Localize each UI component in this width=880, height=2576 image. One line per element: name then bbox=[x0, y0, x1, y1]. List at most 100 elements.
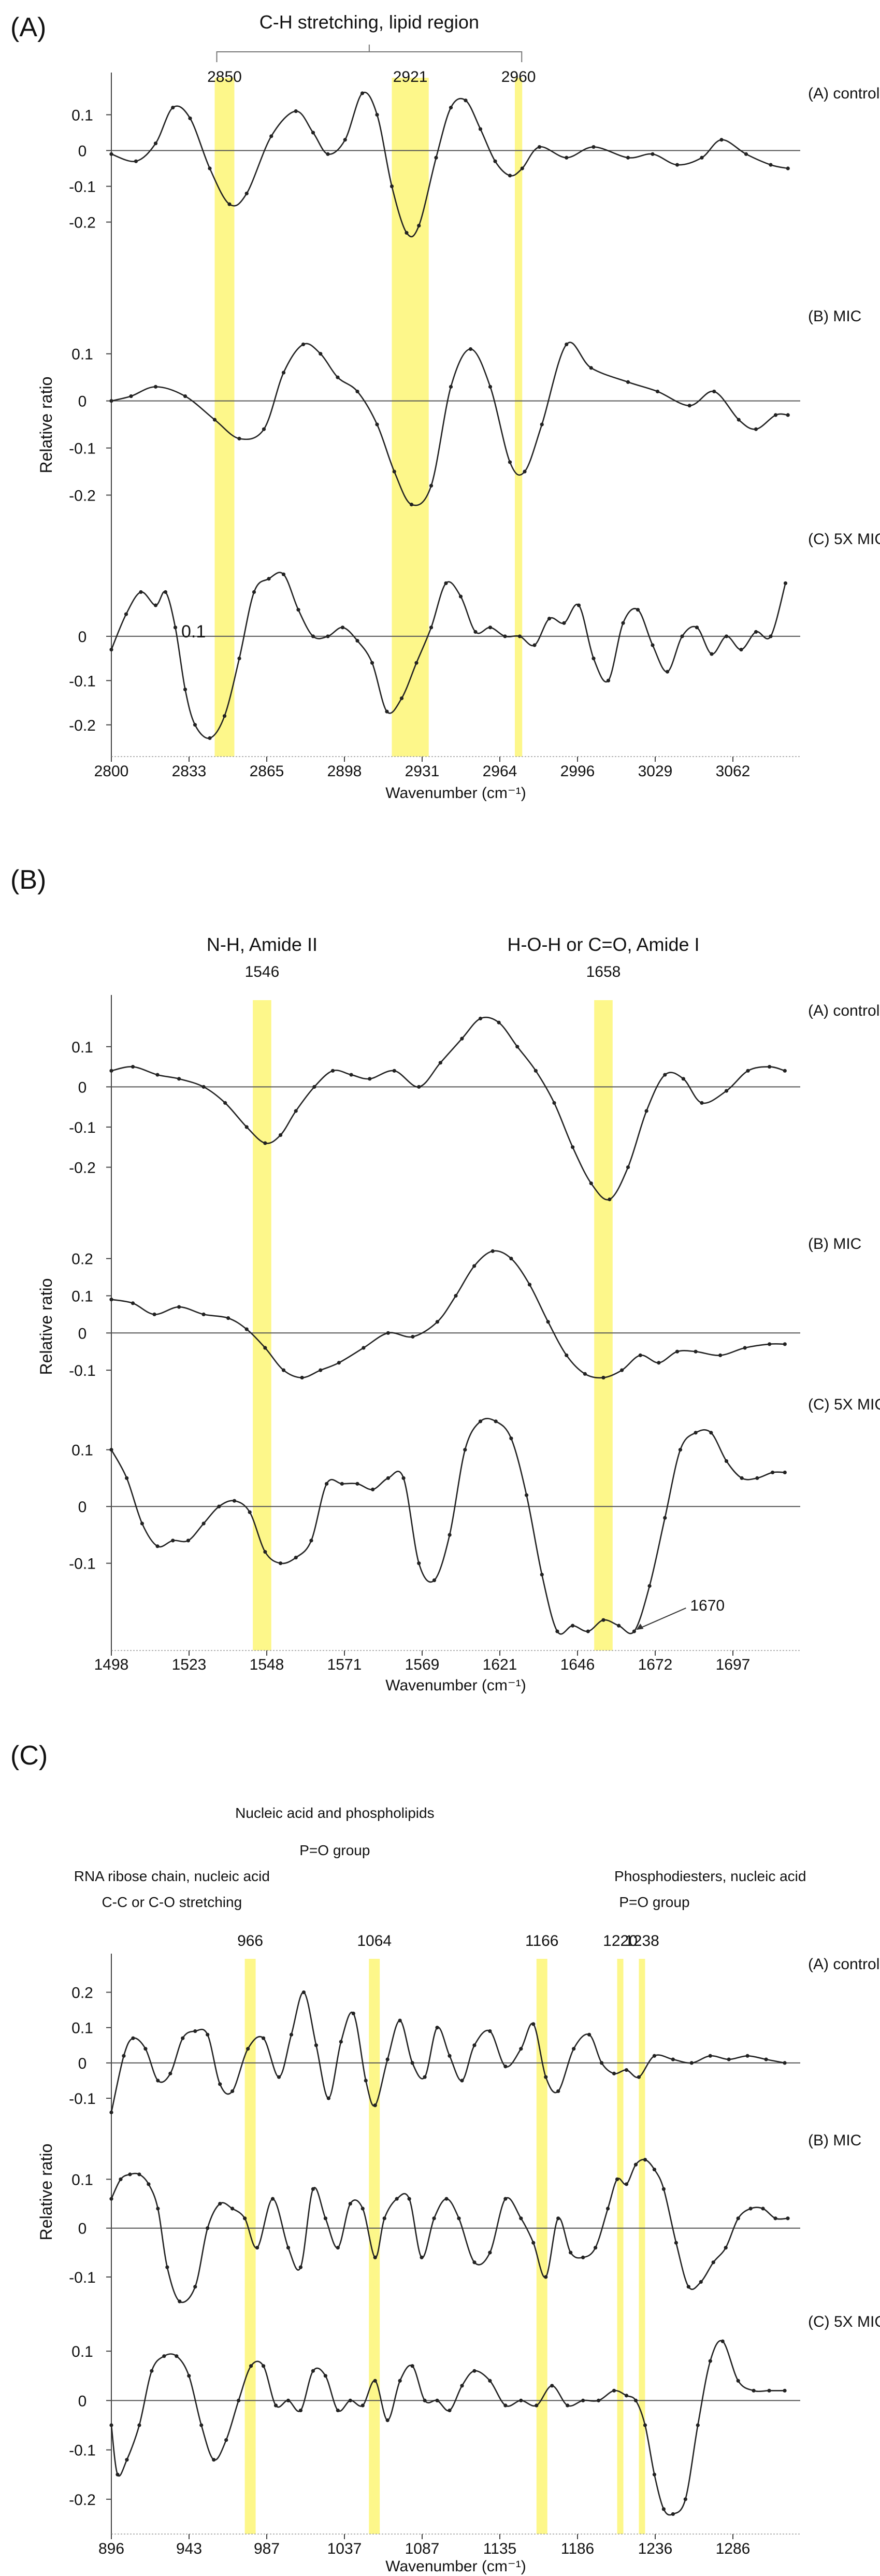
data-point bbox=[488, 625, 493, 630]
data-point bbox=[371, 1487, 375, 1491]
data-point bbox=[746, 1069, 750, 1073]
data-point bbox=[593, 2245, 598, 2250]
data-point bbox=[168, 2071, 172, 2075]
data-point bbox=[171, 1539, 175, 1543]
data-point bbox=[362, 1346, 366, 1350]
data-point bbox=[156, 2207, 160, 2211]
data-point bbox=[724, 2245, 728, 2250]
data-point bbox=[783, 1342, 787, 1346]
data-point bbox=[686, 2285, 690, 2289]
data-point bbox=[572, 2047, 576, 2051]
data-point bbox=[175, 2354, 179, 2358]
data-point bbox=[671, 2512, 675, 2516]
data-point bbox=[244, 191, 249, 195]
series-3: 0 -0.1 -0.2 (C) 5X MIC bbox=[69, 531, 880, 740]
data-point bbox=[434, 155, 438, 160]
y-tick-label: -0.1 bbox=[69, 2269, 96, 2286]
data-point bbox=[587, 2032, 592, 2037]
x-tick-label: 2865 bbox=[250, 763, 284, 780]
data-point bbox=[389, 184, 394, 189]
data-point bbox=[786, 2216, 790, 2221]
data-point bbox=[773, 413, 778, 417]
data-point bbox=[294, 1109, 298, 1113]
data-point bbox=[761, 2207, 765, 2211]
data-point bbox=[694, 1349, 698, 1354]
data-point bbox=[769, 163, 773, 167]
data-point bbox=[109, 2110, 113, 2114]
data-point bbox=[544, 2075, 548, 2079]
x-tick-label: 1571 bbox=[327, 1656, 362, 1673]
data-point bbox=[555, 1629, 559, 1633]
panel-label: (B) bbox=[10, 865, 46, 895]
data-point bbox=[343, 138, 347, 142]
data-point bbox=[386, 1476, 390, 1480]
data-point bbox=[278, 1561, 283, 1565]
data-point bbox=[519, 2047, 523, 2051]
data-point bbox=[435, 2398, 439, 2402]
data-point bbox=[444, 581, 448, 586]
data-point bbox=[286, 2398, 291, 2402]
data-point bbox=[460, 2079, 464, 2083]
data-point bbox=[449, 385, 453, 389]
data-point bbox=[596, 2398, 601, 2402]
data-point bbox=[478, 1419, 483, 1424]
data-point bbox=[468, 347, 473, 351]
band-wavenumber-label: 1658 bbox=[586, 963, 621, 980]
y-tick-label: 0 bbox=[78, 2055, 87, 2072]
series-line bbox=[110, 2340, 785, 2516]
data-point bbox=[754, 427, 758, 431]
annotation-arrow bbox=[637, 1607, 686, 1630]
data-point bbox=[643, 2423, 647, 2427]
data-point bbox=[652, 2054, 657, 2058]
series-line bbox=[111, 1016, 785, 1201]
data-point bbox=[612, 2388, 616, 2393]
series-label: (B) MIC bbox=[808, 2132, 861, 2149]
data-point bbox=[523, 469, 527, 474]
data-point bbox=[636, 608, 640, 612]
data-point bbox=[576, 603, 581, 607]
data-point bbox=[125, 2458, 129, 2462]
data-point bbox=[208, 736, 212, 740]
series-line bbox=[110, 1991, 785, 2113]
data-point bbox=[193, 723, 197, 727]
data-point bbox=[162, 2354, 166, 2358]
data-point bbox=[261, 2364, 266, 2368]
data-point bbox=[281, 1368, 286, 1372]
data-point bbox=[281, 572, 286, 576]
highlight-band bbox=[369, 1959, 380, 2534]
data-point bbox=[540, 1572, 544, 1577]
data-point bbox=[370, 661, 374, 665]
series-label: (B) MIC bbox=[808, 308, 861, 325]
data-point bbox=[294, 1556, 298, 1560]
y-tick-label: 0 bbox=[78, 629, 87, 646]
band-wavenumber-label: 1220 bbox=[603, 1932, 638, 1949]
data-point bbox=[150, 2369, 154, 2373]
x-tick-label: 1646 bbox=[560, 1656, 595, 1673]
data-point bbox=[621, 621, 625, 625]
data-point bbox=[122, 2054, 126, 2058]
data-point bbox=[298, 2408, 303, 2413]
y-tick-label: 0 bbox=[78, 1499, 87, 1516]
data-point bbox=[497, 1020, 501, 1024]
data-point bbox=[227, 202, 232, 206]
x-tick-label: 2833 bbox=[172, 763, 207, 780]
x-tick-label: 896 bbox=[98, 2540, 124, 2557]
data-point bbox=[665, 670, 670, 674]
x-tick-label: 2964 bbox=[483, 763, 517, 780]
data-point bbox=[448, 2054, 452, 2058]
data-point bbox=[212, 418, 217, 422]
data-point bbox=[109, 2197, 113, 2201]
band-wavenumber-label: 1064 bbox=[357, 1932, 392, 1949]
data-point bbox=[652, 2472, 657, 2477]
highlight-band bbox=[244, 1959, 256, 2534]
annotation-arrowhead bbox=[636, 1624, 644, 1630]
data-point bbox=[601, 1618, 605, 1622]
data-point bbox=[438, 1061, 442, 1065]
data-point bbox=[583, 1372, 587, 1376]
highlight-band bbox=[639, 1959, 645, 2534]
band-wavenumber-label: 2850 bbox=[207, 68, 242, 86]
highlight-band bbox=[594, 1000, 613, 1650]
data-point bbox=[718, 1353, 723, 1357]
data-point bbox=[385, 2057, 389, 2061]
data-point bbox=[647, 1584, 652, 1588]
